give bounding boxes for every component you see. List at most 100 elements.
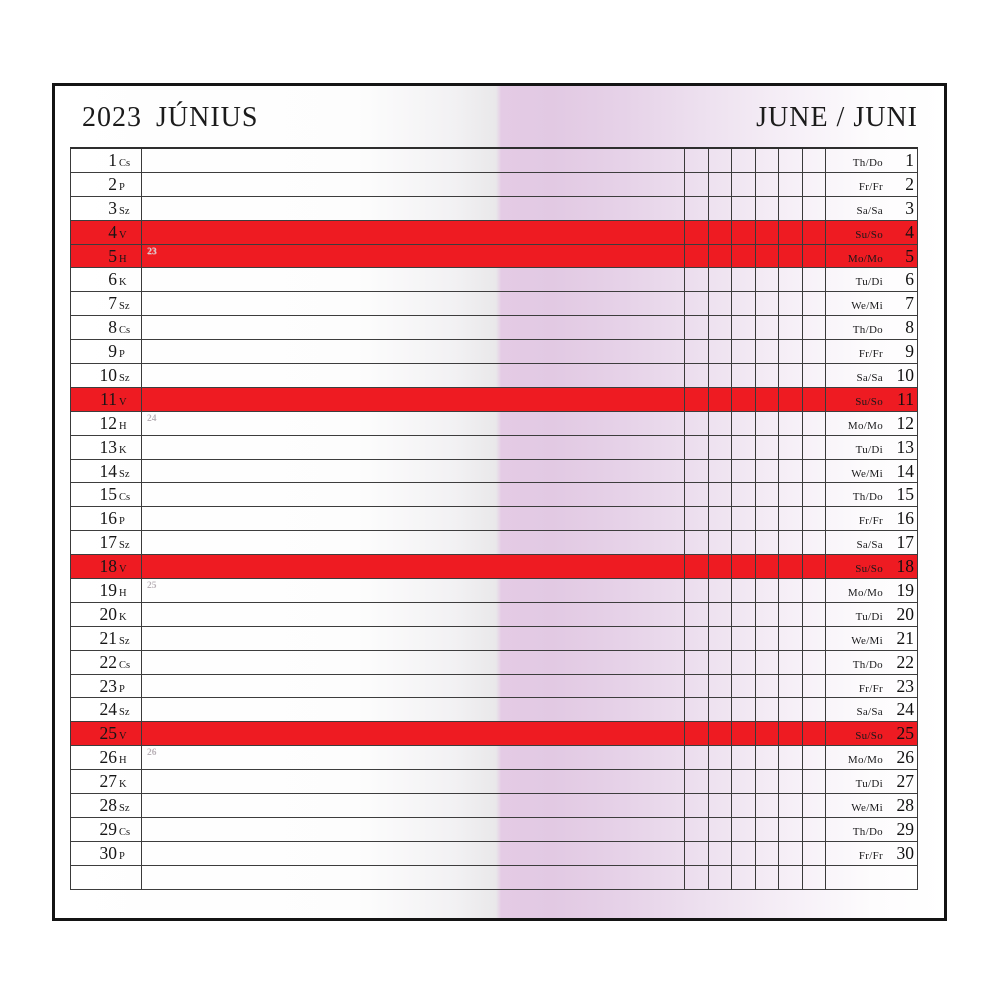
day-cell: 25 V bbox=[71, 722, 149, 745]
day-row: 25 V Su/So 25 bbox=[71, 722, 917, 747]
day-number-right: 5 bbox=[905, 245, 914, 266]
day-number-right: 7 bbox=[905, 293, 914, 314]
note-column-line bbox=[754, 149, 756, 890]
day-abbr-en-de: Tu/Di bbox=[855, 443, 883, 456]
day-row: 30 P Fr/Fr 30 bbox=[71, 842, 917, 866]
calendar-page-frame: 2023 JÚNIUS JUNE / JUNI 1 Cs Th/Do 1 2 P Fr/Fr 2… bbox=[52, 83, 947, 921]
day-column-divider bbox=[141, 149, 142, 890]
day-cell-right: Mo/Mo 26 bbox=[821, 746, 917, 769]
day-number-right: 25 bbox=[896, 723, 915, 744]
day-cell-right: Mo/Mo 5 bbox=[821, 245, 917, 268]
day-cell-right: Su/So 11 bbox=[821, 388, 917, 411]
year-label: 2023 bbox=[82, 102, 142, 133]
day-number-right: 8 bbox=[905, 317, 914, 338]
day-abbr-en-de: We/Mi bbox=[851, 300, 883, 313]
day-abbr-hu: P bbox=[119, 181, 125, 193]
day-number-hu: 15 bbox=[99, 484, 118, 505]
note-column-line bbox=[707, 149, 709, 890]
day-row: 6 K Tu/Di 6 bbox=[71, 268, 917, 293]
day-abbr-en-de: Fr/Fr bbox=[858, 682, 883, 695]
day-cell-right: Tu/Di 6 bbox=[821, 268, 917, 291]
day-number-right: 23 bbox=[896, 675, 915, 696]
day-number-right: 12 bbox=[896, 412, 915, 433]
day-number-right: 6 bbox=[905, 269, 914, 290]
day-cell-right: Fr/Fr 2 bbox=[821, 173, 917, 196]
day-number-right: 21 bbox=[896, 627, 915, 648]
day-number-hu: 12 bbox=[99, 412, 118, 433]
day-row: 11 V Su/So 11 bbox=[71, 387, 917, 412]
day-cell: 28 Sz bbox=[71, 794, 149, 817]
day-number-hu: 10 bbox=[99, 365, 118, 386]
day-number-hu: 27 bbox=[99, 771, 118, 792]
day-number-hu: 26 bbox=[99, 747, 118, 768]
day-number-hu: 3 bbox=[108, 197, 117, 218]
day-row: 10 Sz Sa/Sa 10 bbox=[71, 364, 917, 388]
day-abbr-hu: Cs bbox=[119, 492, 131, 504]
day-number-right: 13 bbox=[896, 436, 915, 457]
day-cell: 19 H bbox=[71, 579, 149, 602]
day-row: 21 Sz We/Mi 21 bbox=[71, 627, 917, 651]
day-row: 20 K Tu/Di 20 bbox=[71, 603, 917, 627]
day-abbr-en-de: Tu/Di bbox=[855, 778, 883, 791]
day-cell: 18 V bbox=[71, 555, 149, 578]
day-number-right: 14 bbox=[896, 460, 915, 481]
day-number-right: 10 bbox=[896, 365, 915, 386]
day-number-right: 16 bbox=[896, 508, 915, 529]
day-abbr-hu: Sz bbox=[119, 803, 130, 815]
day-cell-right: Tu/Di 27 bbox=[821, 770, 917, 793]
day-cell-right: Sa/Sa 10 bbox=[821, 364, 917, 387]
day-abbr-en-de: Mo/Mo bbox=[847, 587, 883, 600]
day-cell-right: We/Mi 7 bbox=[821, 292, 917, 315]
day-number-right: 20 bbox=[896, 603, 915, 624]
day-abbr-en-de: Tu/Di bbox=[855, 610, 883, 623]
day-cell-right: Su/So 4 bbox=[821, 221, 917, 244]
day-cell-right: Th/Do 1 bbox=[821, 149, 917, 172]
day-abbr-en-de: Mo/Mo bbox=[847, 419, 883, 432]
day-abbr-en-de: We/Mi bbox=[851, 467, 883, 480]
day-abbr-en-de: Mo/Mo bbox=[847, 754, 883, 767]
day-abbr-hu: Cs bbox=[119, 158, 131, 169]
month-name-hu: JÚNIUS bbox=[156, 102, 259, 133]
day-abbr-en-de: Th/Do bbox=[852, 825, 883, 838]
day-abbr-en-de: Fr/Fr bbox=[858, 180, 883, 193]
page-header: 2023 JÚNIUS JUNE / JUNI bbox=[55, 86, 944, 144]
day-number-right: 2 bbox=[905, 173, 914, 194]
day-number-hu: 2 bbox=[108, 173, 117, 194]
day-number-right: 3 bbox=[905, 197, 914, 218]
day-cell: 23 P bbox=[71, 675, 149, 698]
day-abbr-hu: P bbox=[119, 850, 125, 862]
day-cell: 30 P bbox=[71, 842, 149, 865]
blank-row bbox=[71, 866, 917, 890]
day-number-right: 28 bbox=[896, 795, 915, 816]
day-row: 13 K Tu/Di 13 bbox=[71, 436, 917, 460]
day-cell-right: Sa/Sa 17 bbox=[821, 531, 917, 554]
day-number-right: 30 bbox=[896, 842, 915, 863]
day-abbr-hu: Cs bbox=[119, 325, 131, 337]
day-row: 28 Sz We/Mi 28 bbox=[71, 794, 917, 818]
day-number-hu: 14 bbox=[99, 460, 118, 481]
day-abbr-hu: P bbox=[119, 349, 125, 361]
day-abbr-en-de: Th/Do bbox=[852, 658, 883, 671]
day-cell: 10 Sz bbox=[71, 364, 149, 387]
day-cell: 26 H bbox=[71, 746, 149, 769]
week-number: 25 bbox=[147, 581, 157, 592]
day-abbr-en-de: We/Mi bbox=[851, 634, 883, 647]
day-abbr-hu: H bbox=[119, 588, 127, 600]
day-cell: 22 Cs bbox=[71, 651, 149, 674]
day-abbr-hu: Sz bbox=[119, 373, 130, 385]
day-cell-right: Su/So 18 bbox=[821, 555, 917, 578]
day-row: 19 H 25 Mo/Mo 19 bbox=[71, 579, 917, 603]
day-cell: 16 P bbox=[71, 507, 149, 530]
day-cell: 20 K bbox=[71, 603, 149, 626]
day-abbr-en-de: Sa/Sa bbox=[856, 539, 883, 552]
day-row: 15 Cs Th/Do 15 bbox=[71, 483, 917, 508]
day-abbr-hu: K bbox=[119, 444, 127, 456]
day-abbr-hu: Sz bbox=[119, 205, 130, 217]
day-abbr-en-de: Su/So bbox=[855, 730, 883, 743]
day-abbr-hu: K bbox=[119, 611, 127, 623]
day-number-hu: 17 bbox=[99, 532, 118, 553]
day-abbr-hu: Sz bbox=[119, 540, 130, 552]
day-abbr-hu: Sz bbox=[119, 707, 130, 719]
